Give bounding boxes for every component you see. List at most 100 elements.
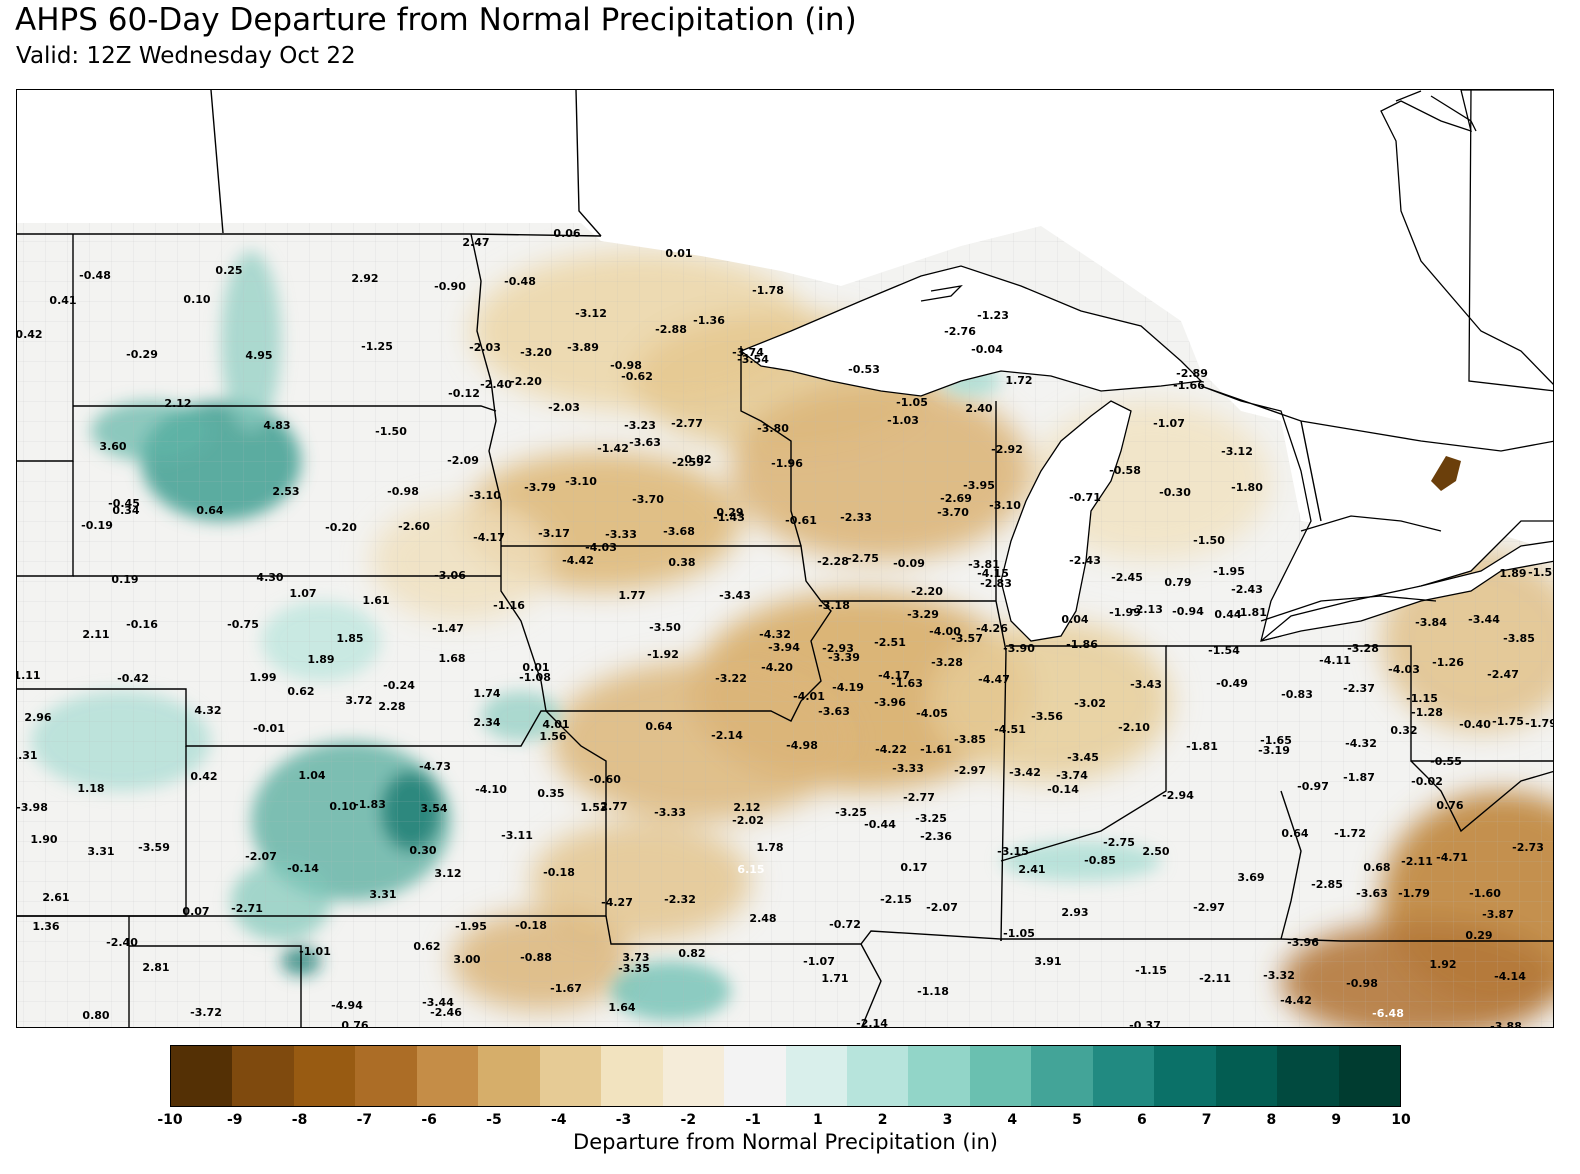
- station-value: -0.29: [126, 348, 158, 361]
- station-value: -0.72: [829, 918, 861, 931]
- lake-huron: [1200, 90, 1553, 642]
- station-value: -3.81: [968, 558, 1000, 571]
- station-value: -3.33: [892, 762, 924, 775]
- colorbar-tick-label: -7: [356, 1112, 373, 1128]
- station-value: 1.04: [298, 769, 325, 782]
- station-value: 0.35: [537, 787, 564, 800]
- station-value: 0.64: [645, 720, 672, 733]
- station-value: -3.32: [1263, 969, 1295, 982]
- station-value: -2.59: [672, 456, 704, 469]
- colorbar-tick-label: 8: [1266, 1112, 1277, 1128]
- station-value: -3.94: [768, 641, 800, 654]
- station-value: 0.29: [716, 506, 743, 519]
- station-value: -4.17: [473, 531, 505, 544]
- station-value: -3.70: [937, 506, 969, 519]
- station-value: 2.11: [82, 628, 109, 641]
- station-value: 0.38: [668, 556, 695, 569]
- station-value: 1.61: [362, 594, 389, 607]
- station-value: -0.61: [785, 514, 817, 527]
- station-value: 0.32: [1390, 724, 1417, 737]
- station-value: 0.04: [1061, 613, 1088, 626]
- station-value: 0.19: [111, 573, 138, 586]
- state-boundaries: [17, 90, 1553, 1027]
- station-value: 2.41: [1018, 863, 1045, 876]
- station-value: 1.92: [1429, 958, 1456, 971]
- station-value: 4.95: [245, 349, 272, 362]
- station-value: 0.06: [553, 227, 580, 240]
- station-value: 2.12: [733, 801, 760, 814]
- station-value: -0.01: [253, 722, 285, 735]
- map-panel[interactable]: 0.06 2.47 0.01 -0.48 0.25 2.92 -0.90 -0.48 0.41 0…: [16, 89, 1554, 1028]
- station-value: -3.57: [951, 632, 983, 645]
- station-value: -0.09: [893, 557, 925, 570]
- station-value: -1.95: [1213, 565, 1245, 578]
- station-value: 0.30: [409, 844, 436, 857]
- station-value: -2.32: [664, 893, 696, 906]
- station-value: -3.12: [1221, 445, 1253, 458]
- station-value: -0.98: [1346, 977, 1378, 990]
- station-value: 3.31: [369, 888, 396, 901]
- station-value: 0.79: [1164, 576, 1191, 589]
- station-value: -3.02: [1074, 697, 1106, 710]
- station-value: -0.42: [117, 672, 149, 685]
- station-value: 1.77: [618, 589, 645, 602]
- station-value: -2.07: [926, 901, 958, 914]
- colorbar-label: Departure from Normal Precipitation (in): [573, 1130, 998, 1154]
- station-value: -2.02: [732, 814, 764, 827]
- colorbar-swatch: [1154, 1046, 1216, 1106]
- station-value: -3.25: [835, 806, 867, 819]
- station-value: -0.18: [515, 919, 547, 932]
- station-value: 1.72: [1005, 374, 1032, 387]
- station-value: 3.91: [1034, 955, 1061, 968]
- station-value: -2.14: [856, 1017, 888, 1028]
- station-value: -3.25: [915, 812, 947, 825]
- station-value: 0.42: [190, 770, 217, 783]
- station-value: -3.89: [567, 341, 599, 354]
- station-value: -1.08: [519, 671, 551, 684]
- colorbar-swatch: [232, 1046, 294, 1106]
- station-value: -2.71: [231, 902, 263, 915]
- station-value: -0.44: [864, 818, 896, 831]
- station-value: 2.34: [473, 716, 500, 729]
- colorbar-swatch: [478, 1046, 540, 1106]
- station-value: -4.11: [1319, 654, 1351, 667]
- colorbar-swatch: [171, 1046, 233, 1106]
- station-value: -2.15: [880, 893, 912, 906]
- station-labels: 0.062.470.01-0.48 0.252.92-0.90 -0.480.41 0…: [17, 227, 1553, 1028]
- colorbar-tick-label: -2: [680, 1112, 697, 1128]
- station-value: 1.64: [608, 1001, 635, 1014]
- station-value: -2.51: [874, 636, 906, 649]
- station-value: -1.42: [597, 442, 629, 455]
- colorbar-swatch: [416, 1046, 479, 1106]
- great-lakes: [739, 90, 1553, 642]
- station-value: -0.83: [1281, 688, 1313, 701]
- colorbar-tick-label: 2: [877, 1112, 888, 1128]
- station-value: 0.25: [215, 264, 242, 277]
- station-value: -2.11: [1199, 972, 1231, 985]
- station-value: 1.78: [756, 841, 783, 854]
- station-value: -1.01: [299, 945, 331, 958]
- station-value: -0.62: [621, 370, 653, 383]
- station-value: -1.65: [1260, 734, 1292, 747]
- station-value: -3.59: [138, 841, 170, 854]
- station-value: 1.89: [307, 653, 334, 666]
- station-value: -0.19: [81, 519, 113, 532]
- station-value: -4.22: [875, 743, 907, 756]
- station-value: -1.05: [896, 396, 928, 409]
- station-value: 2.61: [42, 891, 69, 904]
- station-value: -3.79: [524, 481, 556, 494]
- station-value: -4.73: [419, 760, 451, 773]
- station-value: -3.68: [663, 525, 695, 538]
- station-value: -0.60: [589, 773, 621, 786]
- station-value: -0.55: [1430, 755, 1462, 768]
- colorbar-tick-label: -8: [291, 1112, 308, 1128]
- station-value: -3.10: [989, 499, 1021, 512]
- station-value: 0.29: [1465, 929, 1492, 942]
- precipitation-map[interactable]: 0.062.470.01-0.48 0.252.92-0.90 -0.480.41 0…: [17, 90, 1554, 1028]
- station-value: -1.92: [647, 648, 679, 661]
- station-value: 2.93: [1061, 906, 1088, 919]
- station-value: -3.42: [1009, 766, 1041, 779]
- station-value: -3.33: [654, 806, 686, 819]
- station-value: -3.44: [422, 996, 454, 1009]
- station-value: 0.17: [900, 861, 927, 874]
